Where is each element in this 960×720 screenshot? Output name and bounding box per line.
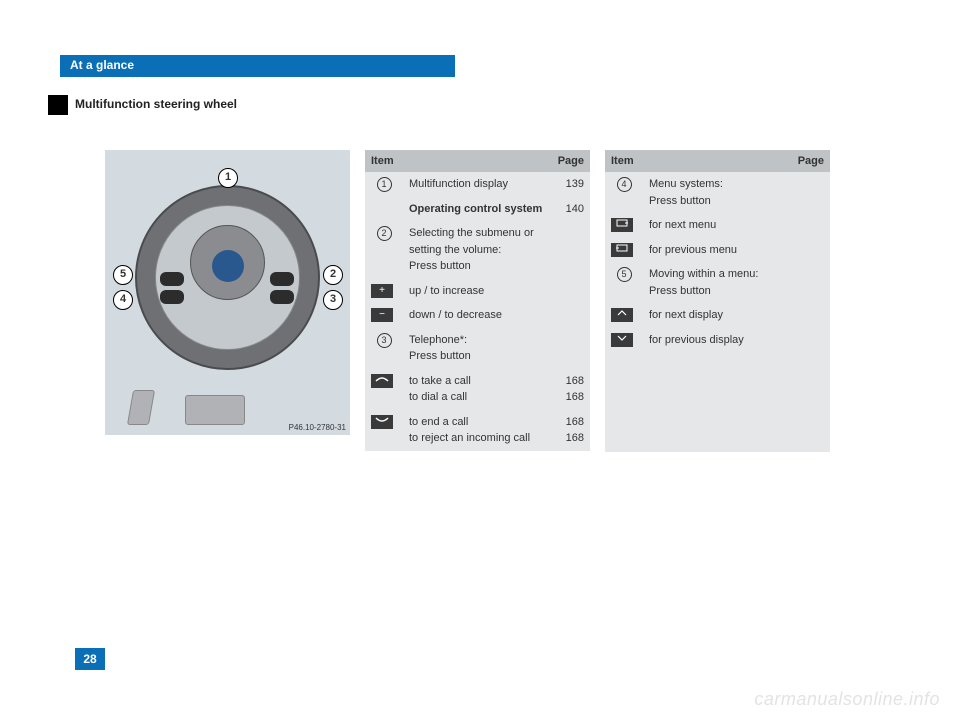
button-pad-right-top <box>270 272 294 286</box>
num-circle: 4 <box>617 177 632 192</box>
up-arrow-icon <box>611 308 633 322</box>
table-row: for previous menu <box>605 238 830 263</box>
row-text: up / to increase <box>403 279 552 304</box>
row-text: to take a call to dial a call <box>403 369 552 410</box>
row-text: Selecting the submenu or setting the vol… <box>403 221 552 279</box>
row-page: 139 <box>552 172 590 197</box>
prev-menu-icon <box>611 243 633 257</box>
table-column-1: Item Page 1 Multifunction display 139 Op… <box>365 150 590 452</box>
content-row: 1 2 3 4 5 P46.10-2780-31 Item Page 1 Mul… <box>105 150 830 452</box>
num-circle: 5 <box>617 267 632 282</box>
plus-icon: + <box>371 284 393 298</box>
row-text: for previous menu <box>643 238 792 263</box>
phone-pickup-icon <box>371 374 393 388</box>
table-column-2: Item Page 4 Menu systems: Press button f… <box>605 150 830 452</box>
th-item: Item <box>365 150 552 172</box>
row-text: Telephone*: Press button <box>403 328 552 369</box>
callout-5: 5 <box>113 265 133 285</box>
pedal-right <box>185 395 245 425</box>
row-text: for next menu <box>643 213 792 238</box>
row-text: for previous display <box>643 328 792 353</box>
button-pad-right-bottom <box>270 290 294 304</box>
row-text: Moving within a menu: Press button <box>643 262 792 303</box>
table-row: + up / to increase <box>365 279 590 304</box>
table-row: for previous display <box>605 328 830 353</box>
table-row: 1 Multifunction display 139 <box>365 172 590 197</box>
table-row: to take a call to dial a call 168 168 <box>365 369 590 410</box>
th-item: Item <box>605 150 792 172</box>
row-text: Operating control system <box>403 197 552 222</box>
table-row: 2 Selecting the submenu or setting the v… <box>365 221 590 279</box>
table-row: 4 Menu systems: Press button <box>605 172 830 213</box>
callout-1: 1 <box>218 168 238 188</box>
table-row: 5 Moving within a menu: Press button <box>605 262 830 303</box>
table-row: for next display <box>605 303 830 328</box>
row-page: 140 <box>552 197 590 222</box>
th-page: Page <box>792 150 830 172</box>
row-text: down / to decrease <box>403 303 552 328</box>
row-text: Multifunction display <box>403 172 552 197</box>
num-circle: 3 <box>377 333 392 348</box>
table-row: − down / to decrease <box>365 303 590 328</box>
callout-4: 4 <box>113 290 133 310</box>
num-circle: 2 <box>377 226 392 241</box>
th-page: Page <box>552 150 590 172</box>
hub-center <box>212 250 244 282</box>
pedal-left <box>127 390 155 425</box>
marker-box <box>48 95 68 115</box>
button-pad-left-top <box>160 272 184 286</box>
row-text: Menu systems: Press button <box>643 172 792 213</box>
row-page: 168 168 <box>552 369 590 410</box>
callout-3: 3 <box>323 290 343 310</box>
callout-2: 2 <box>323 265 343 285</box>
row-text: to end a call to reject an incoming call <box>403 410 552 451</box>
table-row: 3 Telephone*: Press button <box>365 328 590 369</box>
steering-wheel-diagram: 1 2 3 4 5 P46.10-2780-31 <box>105 150 350 435</box>
row-page: 168 168 <box>552 410 590 451</box>
watermark: carmanualsonline.info <box>754 689 940 710</box>
phone-end-icon <box>371 415 393 429</box>
minus-icon: − <box>371 308 393 322</box>
page-number: 28 <box>75 648 105 670</box>
down-arrow-icon <box>611 333 633 347</box>
button-pad-left-bottom <box>160 290 184 304</box>
num-circle: 1 <box>377 177 392 192</box>
row-text: for next display <box>643 303 792 328</box>
section-header: At a glance <box>60 55 455 77</box>
reference-table-1: Item Page 1 Multifunction display 139 Op… <box>365 150 590 451</box>
diagram-ref: P46.10-2780-31 <box>289 423 346 432</box>
table-row: to end a call to reject an incoming call… <box>365 410 590 451</box>
reference-table-2: Item Page 4 Menu systems: Press button f… <box>605 150 830 452</box>
table-row: for next menu <box>605 213 830 238</box>
page-subtitle: Multifunction steering wheel <box>75 97 237 111</box>
next-menu-icon <box>611 218 633 232</box>
table-row: Operating control system 140 <box>365 197 590 222</box>
